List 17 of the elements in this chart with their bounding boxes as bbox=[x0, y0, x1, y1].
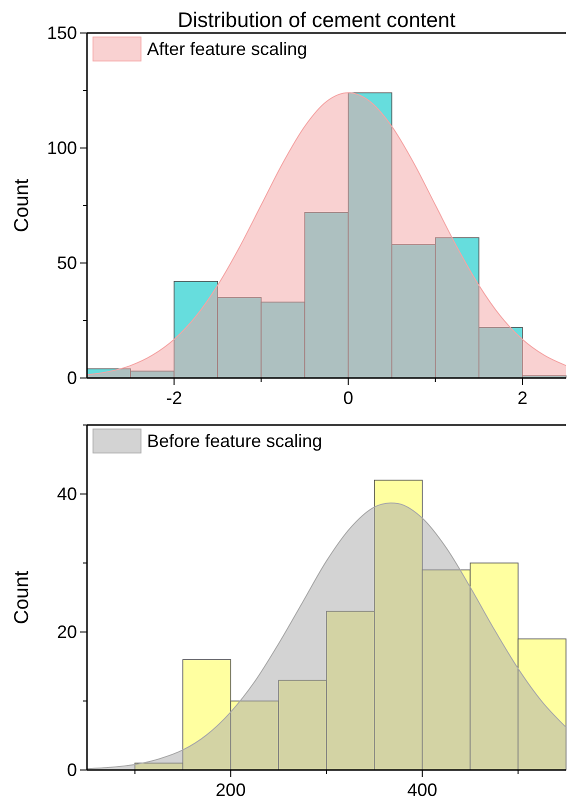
y-tick-label: 50 bbox=[56, 253, 77, 273]
legend-label: Before feature scaling bbox=[147, 431, 322, 451]
y-tick-label: 20 bbox=[56, 622, 77, 642]
x-tick-label: 2 bbox=[517, 388, 528, 408]
y-axis-title: Count bbox=[11, 570, 33, 624]
legend-label: After feature scaling bbox=[147, 39, 308, 59]
x-tick-label: 400 bbox=[407, 780, 438, 800]
x-tick-label: 0 bbox=[343, 388, 354, 408]
x-tick-label: 200 bbox=[216, 780, 246, 800]
y-tick-label: 0 bbox=[66, 760, 77, 780]
y-tick-label: 40 bbox=[56, 484, 77, 504]
x-tick-label: -2 bbox=[166, 388, 182, 408]
y-tick-label: 100 bbox=[46, 138, 77, 158]
y-tick-label: 150 bbox=[46, 23, 77, 43]
y-tick-label: 0 bbox=[66, 368, 77, 388]
chart-title: Distribution of cement content bbox=[178, 9, 456, 32]
y-axis-title: Count bbox=[11, 178, 33, 232]
